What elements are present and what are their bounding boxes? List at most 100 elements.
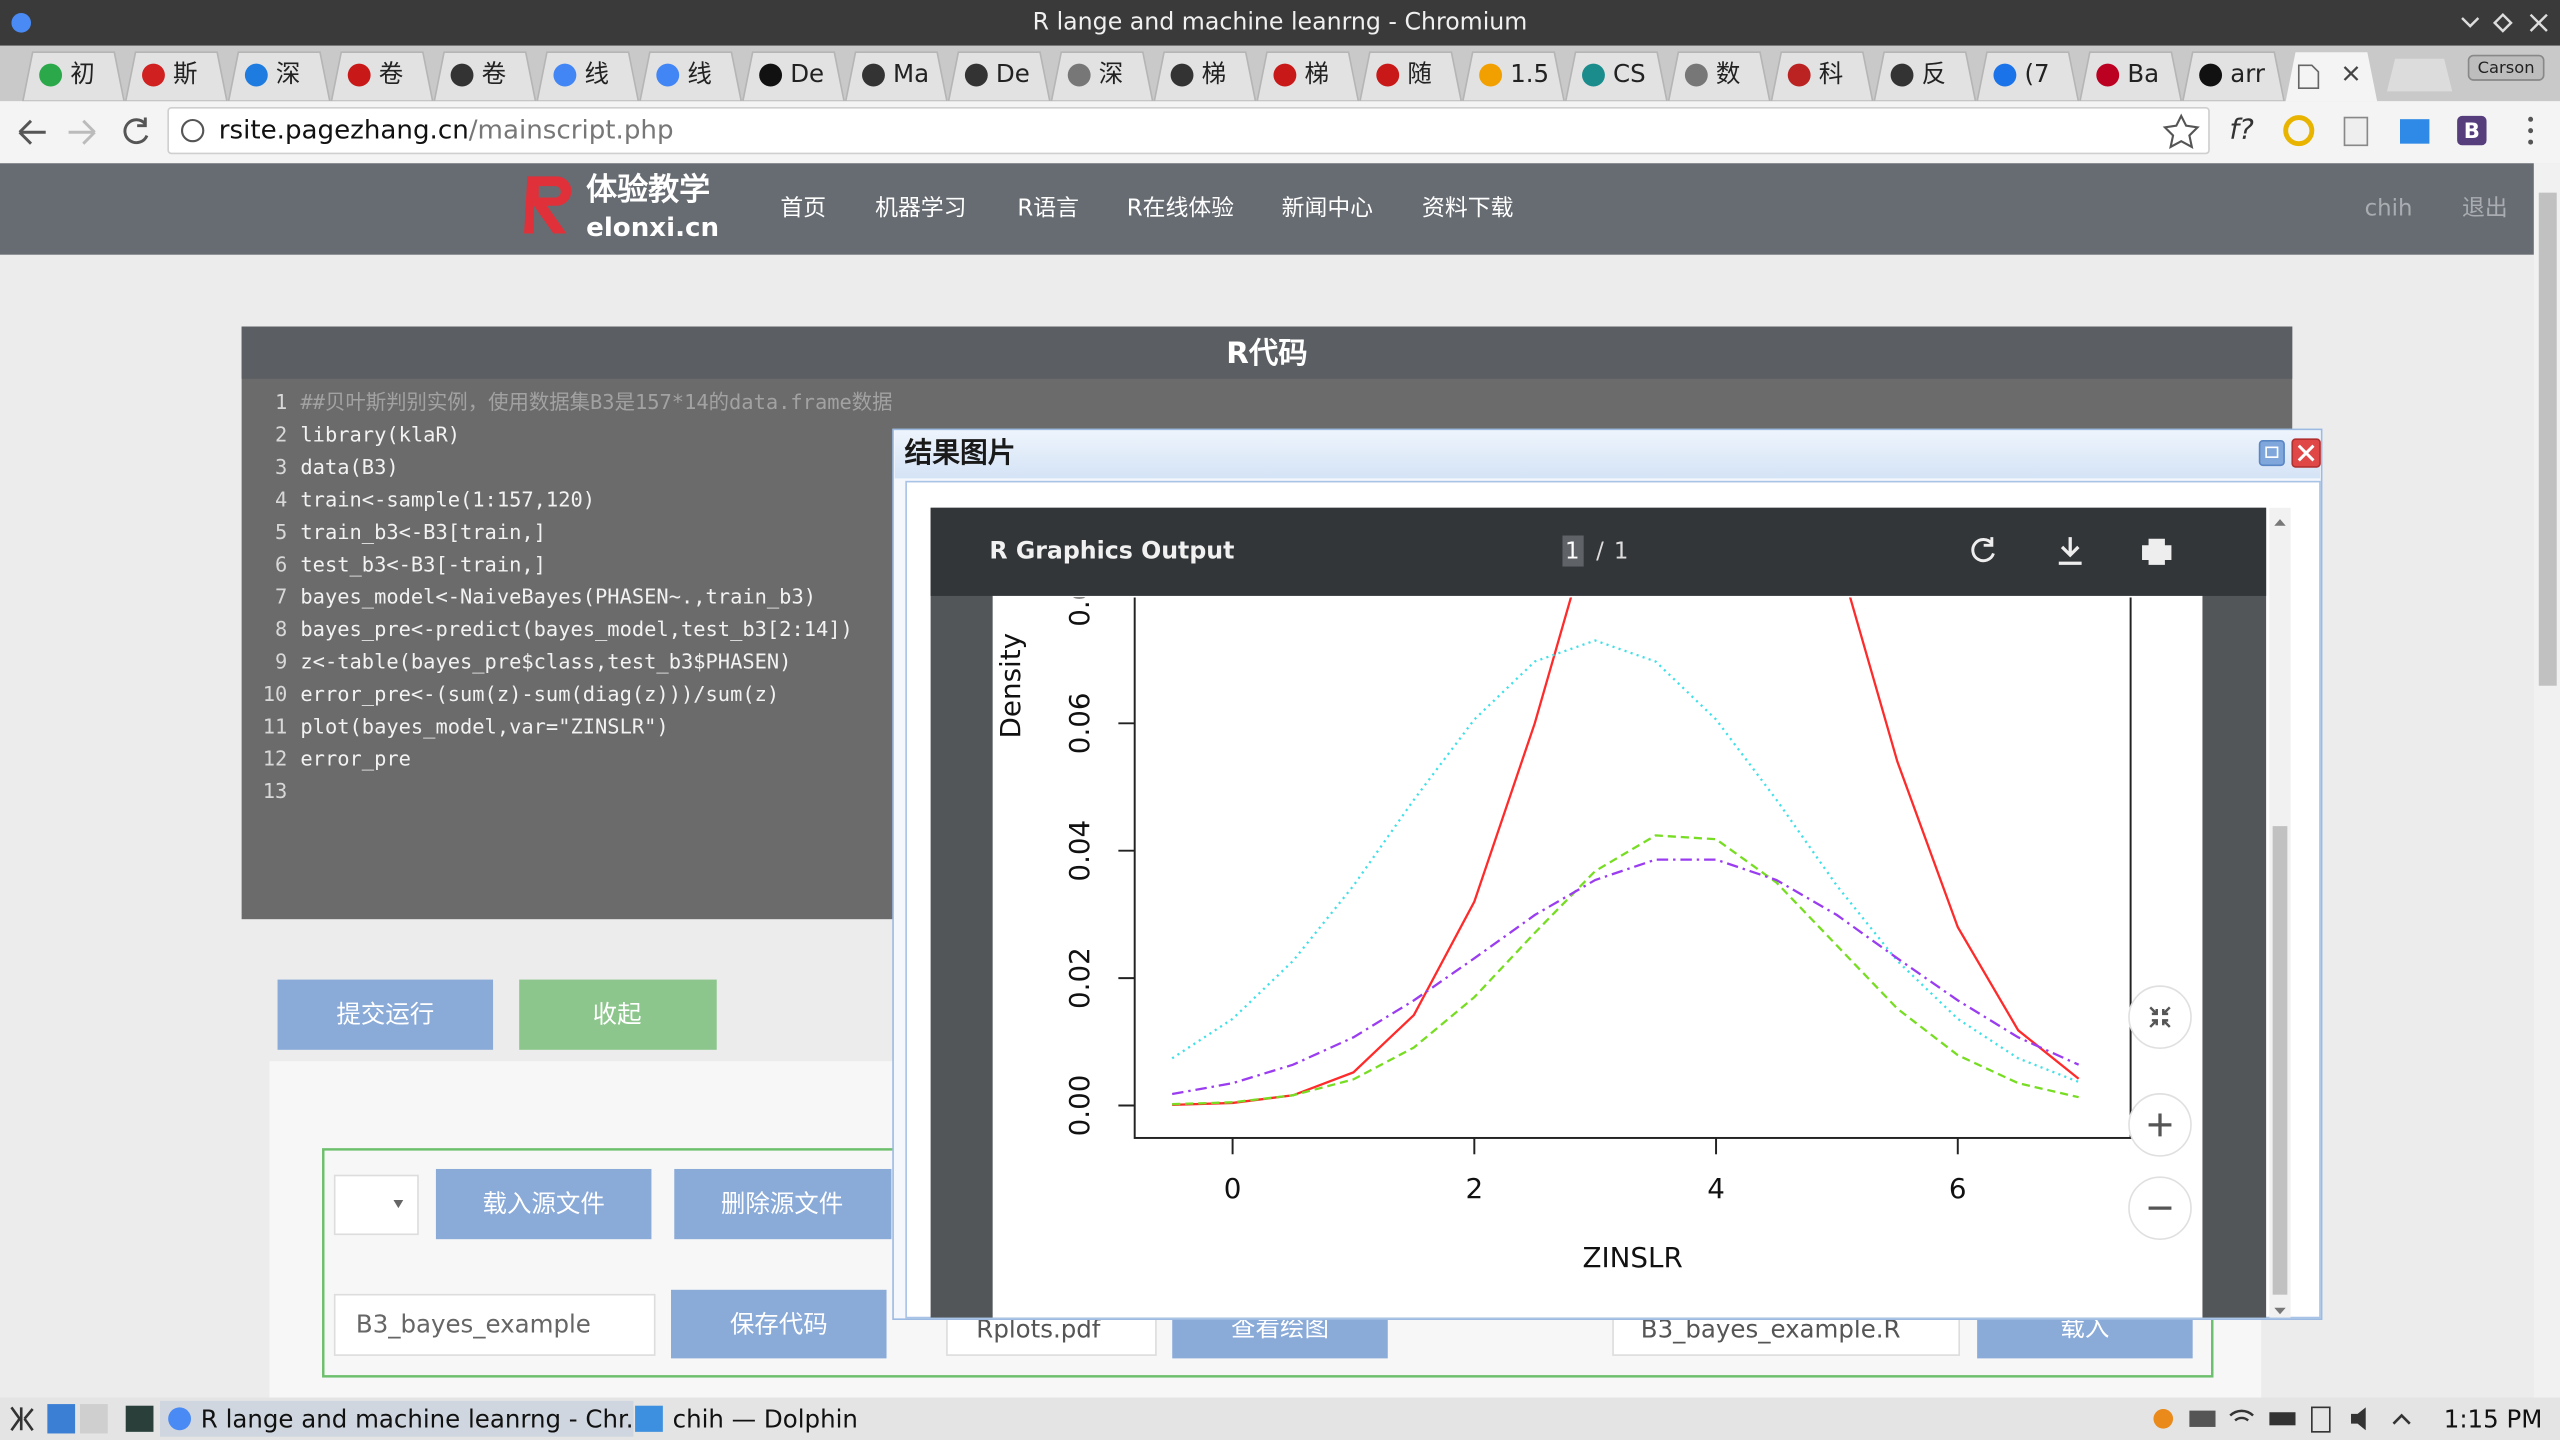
line-number: 9	[275, 650, 287, 674]
tab-icon	[964, 63, 988, 87]
tab-close[interactable]	[2343, 66, 2359, 81]
address-bar[interactable]	[167, 106, 2210, 155]
fit-button[interactable]	[2128, 985, 2192, 1049]
line-number: 11	[263, 714, 288, 738]
tray-icon[interactable]	[2153, 1408, 2174, 1429]
tab-icon	[1170, 63, 1194, 87]
tabs: 初 斯 深 卷 卷 线 线 De Ma De 深 梯 梯 随 1.5 CS 数 科 反 (7 Ba arr	[21, 51, 2286, 103]
tab-icon	[39, 63, 63, 87]
task-chromium[interactable]	[160, 1400, 634, 1437]
page-input[interactable]	[1562, 535, 1584, 567]
maximize-glyph	[2265, 446, 2279, 458]
rotate-button[interactable]	[1971, 537, 1995, 563]
page-scroll-thumb[interactable]	[2538, 192, 2557, 686]
zoom-in-glyph	[2148, 1113, 2172, 1137]
tab-title: 随	[1407, 59, 1431, 88]
app-icon[interactable]	[125, 1405, 154, 1432]
code-line: plot(bayes_model,var="ZINSLR")	[300, 714, 668, 738]
filename-input[interactable]	[333, 1293, 656, 1356]
line-number: 12	[263, 747, 288, 771]
load-button[interactable]	[435, 1168, 652, 1240]
logo-domain[interactable]: elonxi.cn	[586, 213, 719, 243]
nav-link[interactable]: 新闻中心	[1282, 195, 1374, 221]
tab-icon	[2199, 63, 2223, 87]
run-button[interactable]	[277, 979, 494, 1050]
tab-icon	[759, 63, 783, 87]
tab-title: 线	[687, 59, 711, 88]
chromium-icon	[168, 1407, 192, 1431]
logout-link[interactable]: 退出	[2462, 195, 2508, 221]
pager[interactable]	[80, 1404, 108, 1434]
tab-icon	[1787, 63, 1811, 87]
tab-icon	[553, 63, 577, 87]
delete-button[interactable]	[674, 1168, 892, 1240]
y-tick-label: 0.02	[1063, 947, 1096, 1009]
tab-icon	[1582, 63, 1605, 87]
tab-icon	[450, 63, 474, 87]
tray-icon[interactable]	[2189, 1410, 2216, 1427]
window-controls[interactable]	[2461, 12, 2548, 33]
download-button[interactable]	[2058, 537, 2082, 565]
line-number: 8	[275, 617, 287, 641]
print-button[interactable]	[2142, 538, 2172, 565]
tray-clipboard[interactable]	[2311, 1406, 2331, 1433]
profile-name: Carson	[2478, 58, 2535, 77]
new-tab[interactable]	[2386, 58, 2453, 92]
line-number: 6	[275, 552, 287, 576]
nav-link[interactable]: 资料下载	[1422, 195, 1513, 221]
y-tick-label: 0.04	[1063, 820, 1096, 882]
tab-icon	[1067, 63, 1091, 87]
info-icon[interactable]	[180, 118, 205, 143]
extension-icon[interactable]	[2283, 115, 2315, 147]
file-select[interactable]	[333, 1174, 419, 1236]
collapse-button[interactable]	[519, 979, 717, 1050]
tab-title: (7	[2024, 59, 2049, 88]
clock[interactable]: 1:15 PM	[2444, 1404, 2543, 1433]
tab-title: 科	[1819, 59, 1843, 88]
forward-button[interactable]	[68, 119, 96, 145]
tray-wifi[interactable]	[2229, 1409, 2254, 1422]
x-axis-label: ZINSLR	[1582, 1241, 1682, 1274]
viewer-scroll-thumb[interactable]	[2272, 826, 2288, 1295]
code-line: data(B3)	[300, 455, 398, 479]
tab-icon	[656, 63, 680, 87]
extension-icon[interactable]	[2400, 119, 2430, 144]
code-editor[interactable]: 1 ##贝叶斯判别实例，使用数据集B3是157*14的data.frame数据 2 l…	[263, 390, 893, 803]
tab-icon	[142, 63, 165, 87]
tab-title: 深	[1099, 59, 1123, 88]
launcher[interactable]	[10, 1406, 34, 1431]
reload-button[interactable]	[123, 117, 149, 145]
logo-mark[interactable]	[524, 176, 572, 234]
code-line: train<-sample(1:157,120)	[300, 487, 595, 511]
nav-link[interactable]: R在线体验	[1127, 195, 1234, 221]
nav-link[interactable]: R语言	[1017, 195, 1079, 221]
extension-formula[interactable]: f?	[2229, 113, 2254, 146]
y-tick-label: 0.08	[1063, 565, 1096, 627]
tray-expand[interactable]	[2392, 1413, 2411, 1425]
tab-icon	[347, 63, 371, 87]
dialog-maximize[interactable]	[2258, 440, 2285, 467]
viewer-title: R Graphics Output	[989, 536, 1234, 564]
nav-link[interactable]: 机器学习	[875, 195, 966, 221]
pager[interactable]	[47, 1404, 76, 1434]
tab-title: 深	[276, 59, 300, 88]
save-button[interactable]	[671, 1289, 887, 1359]
tray-volume[interactable]	[2351, 1407, 2366, 1431]
code-line: library(klaR)	[300, 423, 460, 447]
load-button-label: 载入源文件	[483, 1189, 605, 1218]
extension-icon[interactable]	[2343, 116, 2369, 147]
bookmark-star[interactable]	[2162, 113, 2200, 149]
extension-icon[interactable]	[2457, 115, 2487, 146]
line-number: 10	[263, 682, 288, 706]
nav-link[interactable]: 首页	[780, 195, 826, 221]
user-name[interactable]: chih	[2365, 195, 2413, 221]
x-tick-label: 4	[1707, 1172, 1725, 1205]
collapse-button-label: 收起	[593, 1000, 642, 1029]
profile-badge[interactable]	[2467, 54, 2545, 81]
tray-battery[interactable]	[2269, 1412, 2296, 1426]
back-button[interactable]	[18, 119, 46, 145]
save-button-label: 保存代码	[730, 1310, 828, 1339]
logo-text[interactable]: 体验教学	[586, 172, 710, 208]
code-line: error_pre<-(sum(z)-sum(diag(z)))/sum(z)	[300, 682, 779, 706]
